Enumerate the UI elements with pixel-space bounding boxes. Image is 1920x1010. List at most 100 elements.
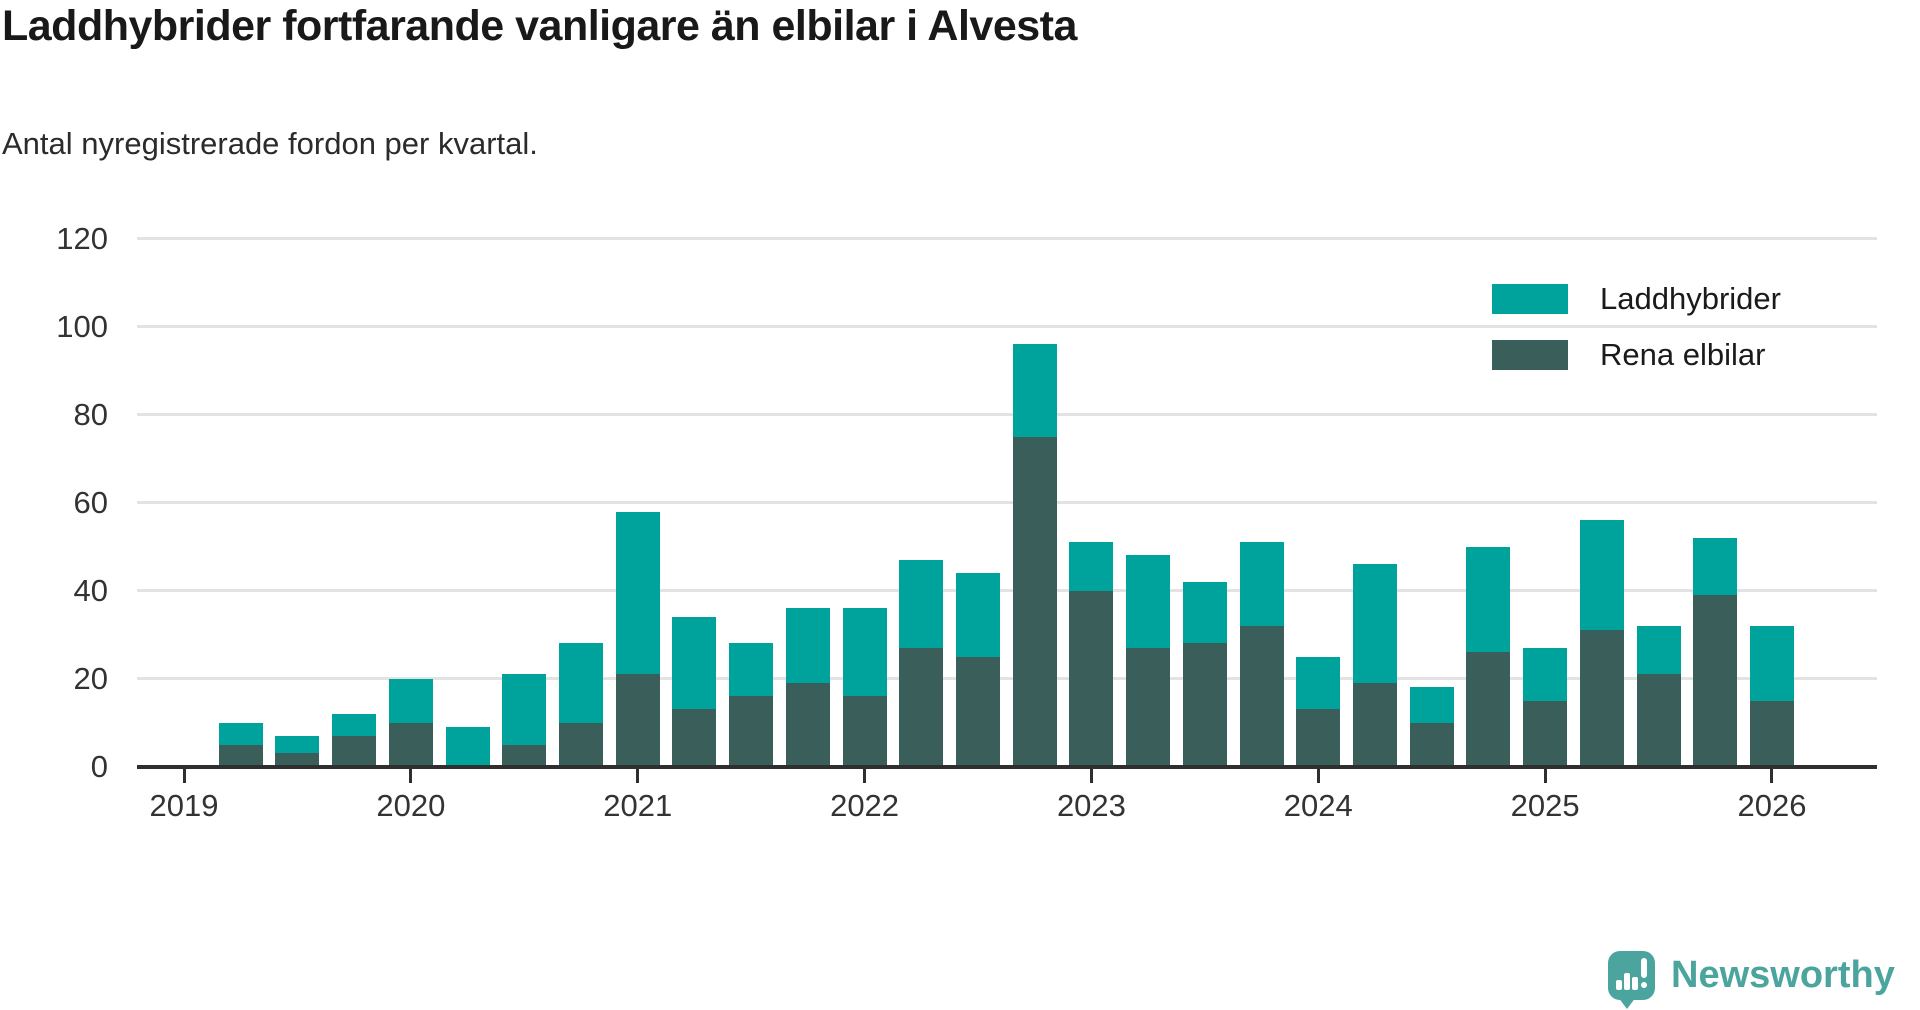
gridline-80 [137,413,1877,417]
bar-segment-rena-elbilar [218,744,263,767]
bar-segment-rena-elbilar [1069,590,1114,767]
bar-segment-laddhybrider [1069,542,1114,591]
bar-segment-rena-elbilar [1579,630,1624,767]
bar-segment-laddhybrider [729,643,774,697]
bar-segment-rena-elbilar [1012,436,1057,767]
newsworthy-logo-text: Newsworthy [1671,954,1895,996]
bar-segment-laddhybrider [1579,520,1624,631]
bar-segment-laddhybrider [1239,542,1284,626]
newsworthy-logo-bubble-icon [1608,951,1655,1009]
bar-segment-laddhybrider [672,617,717,710]
x-tick-label-2023: 2023 [1056,788,1126,823]
bar-segment-laddhybrider [1352,564,1397,683]
x-axis-tick-2025 [1543,768,1547,783]
bar-segment-laddhybrider [1749,625,1794,701]
gridline-60 [137,501,1877,505]
bar-segment-laddhybrider [1523,647,1568,701]
x-axis-tick-2024 [1316,768,1320,783]
logo-exclamation-dot-icon [1641,982,1647,988]
x-axis-tick-2022 [863,768,867,783]
bar-segment-laddhybrider [1409,687,1454,723]
x-axis-tick-2019 [182,768,186,783]
bar-segment-laddhybrider [1296,656,1341,710]
y-tick-label-40: 40 [73,572,108,608]
bar-segment-laddhybrider [1466,546,1511,653]
gridline-40 [137,589,1877,593]
x-tick-label-2021: 2021 [603,788,673,823]
bar-segment-rena-elbilar [785,682,830,767]
x-axis-tick-2023 [1089,768,1093,783]
legend-label-rena-elbilar: Rena elbilar [1600,337,1766,372]
bar-segment-laddhybrider [615,511,660,675]
bar-segment-rena-elbilar [1296,709,1341,767]
bar-segment-rena-elbilar [615,674,660,767]
gridline-20 [137,677,1877,681]
bar-segment-laddhybrider [842,608,887,697]
x-axis-tick-2021 [636,768,640,783]
bar-segment-rena-elbilar [1466,652,1511,767]
x-tick-label-2020: 2020 [376,788,446,823]
y-tick-label-20: 20 [73,660,108,696]
bar-segment-rena-elbilar [899,647,944,767]
x-tick-label-2024: 2024 [1283,788,1353,823]
bar-segment-rena-elbilar [1239,625,1284,767]
logo-exclamation-icon [1641,958,1647,978]
chart-subtitle: Antal nyregistrerade fordon per kvartal. [2,126,538,161]
bar-segment-rena-elbilar [1749,700,1794,767]
chart-title: Laddhybrider fortfarande vanligare än el… [2,2,1077,50]
bar-segment-rena-elbilar [388,722,433,767]
newsworthy-logo: Newsworthy [1608,951,1895,1009]
y-tick-label-60: 60 [73,484,108,520]
x-tick-label-2019: 2019 [149,788,219,823]
logo-chart-bar-icon [1616,980,1622,990]
bar-segment-laddhybrider [1636,625,1681,675]
bar-segment-laddhybrider [332,713,377,736]
logo-chart-bar-icon [1624,973,1630,990]
bar-segment-laddhybrider [218,722,263,745]
bar-segment-laddhybrider [1126,555,1171,648]
bar-segment-rena-elbilar [842,696,887,767]
legend-item-laddhybrider: Laddhybrider [1492,281,1781,317]
legend-swatch-laddhybrider [1492,284,1568,314]
y-tick-label-120: 120 [56,220,108,256]
y-tick-label-100: 100 [56,308,108,344]
x-axis-tick-2020 [409,768,413,783]
bar-segment-laddhybrider [1693,537,1738,596]
bar-segment-rena-elbilar [558,722,603,767]
bar-segment-rena-elbilar [1409,722,1454,767]
logo-chart-bar-icon [1632,977,1638,990]
bar-segment-rena-elbilar [955,656,1000,767]
gridline-120 [137,237,1877,241]
bar-segment-laddhybrider [1182,581,1227,644]
bar-segment-rena-elbilar [332,735,377,767]
bar-segment-rena-elbilar [275,753,320,767]
bar-segment-rena-elbilar [502,744,547,767]
bar-segment-rena-elbilar [1182,643,1227,767]
x-axis-line [137,764,1877,769]
y-tick-label-80: 80 [73,396,108,432]
legend-label-laddhybrider: Laddhybrider [1600,281,1781,316]
y-tick-label-0: 0 [90,748,108,784]
legend-swatch-rena-elbilar [1492,340,1568,370]
x-tick-label-2022: 2022 [830,788,900,823]
bar-segment-laddhybrider [502,674,547,745]
bar-segment-rena-elbilar [1693,595,1738,767]
bar-segment-rena-elbilar [729,696,774,767]
legend-item-rena-elbilar: Rena elbilar [1492,337,1765,373]
bar-segment-rena-elbilar [1636,674,1681,767]
bar-segment-rena-elbilar [672,709,717,767]
gridline-100 [137,325,1877,329]
bar-segment-laddhybrider [1012,344,1057,437]
bar-segment-laddhybrider [955,573,1000,657]
bar-segment-rena-elbilar [1352,682,1397,767]
x-axis-tick-2026 [1770,768,1774,783]
bar-segment-laddhybrider [899,559,944,648]
newsworthy-logo-tail [1618,997,1636,1009]
bar-segment-laddhybrider [558,643,603,723]
bar-segment-laddhybrider [785,608,830,683]
x-tick-label-2026: 2026 [1737,788,1807,823]
bar-segment-laddhybrider [275,735,320,754]
bar-segment-laddhybrider [388,678,433,723]
bar-segment-laddhybrider [445,726,490,767]
